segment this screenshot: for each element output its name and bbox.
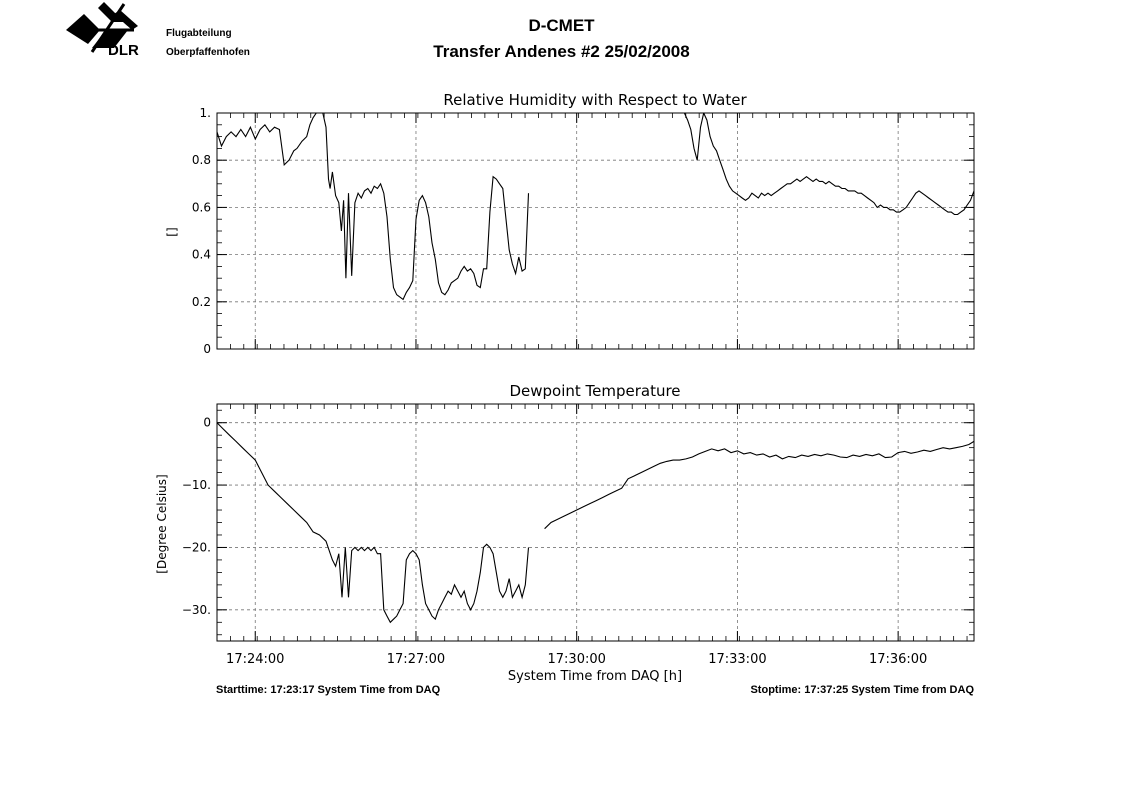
- y-tick-label: 1.: [200, 106, 211, 120]
- x-tick-label: 17:27:00: [387, 652, 445, 667]
- y-tick-label: −10.: [182, 478, 211, 492]
- dlr-logo: DLR Flugabteilung Oberpfaffenhofen: [62, 0, 292, 80]
- y-tick-label: −20.: [182, 540, 211, 554]
- page-title: D-CMET: [528, 16, 595, 35]
- series-line-1-1: [544, 440, 974, 530]
- series-line-0-0: [217, 113, 530, 301]
- x-tick-label: 17:36:00: [869, 652, 927, 667]
- stop-time-label: Stoptime: 17:37:25 System Time from DAQ: [750, 684, 974, 696]
- y-tick-label: 0.4: [192, 248, 211, 262]
- logo-text: DLR: [108, 42, 139, 59]
- chart-dewpoint: 0 −10. −20. −30. 17:24:00 17:27:00 17:30:00 17:…: [182, 403, 975, 667]
- page-subtitle: Transfer Andenes #2 25/02/2008: [433, 42, 690, 61]
- chart-title-dewpoint: Dewpoint Temperature: [509, 382, 680, 400]
- x-axis-label: System Time from DAQ [h]: [508, 669, 682, 684]
- y-tick-label: 0.2: [192, 295, 211, 309]
- plot-frame: [216, 112, 975, 350]
- x-tick-label: 17:33:00: [708, 652, 766, 667]
- chart-humidity: 0 0.2 0.4 0.6 0.8 1.: [192, 106, 975, 356]
- x-tick-label: 17:30:00: [548, 652, 606, 667]
- y-tick-label: 0: [203, 416, 211, 430]
- charts-canvas: Relative Humidity with Respect to Water …: [155, 91, 975, 684]
- y-tick-label: 0: [203, 342, 211, 356]
- y-axis-label-dewpoint: [Degree Celsius]: [155, 474, 169, 573]
- y-tick-label: 0.6: [192, 200, 211, 214]
- series-line-0-1: [683, 113, 974, 216]
- x-tick-label: 17:24:00: [226, 652, 284, 667]
- series-line-1-0: [217, 422, 530, 624]
- start-time-label: Starttime: 17:23:17 System Time from DAQ: [216, 684, 441, 696]
- plot-frame: [216, 403, 975, 642]
- chart-title-humidity: Relative Humidity with Respect to Water: [443, 91, 747, 109]
- y-tick-label: 0.8: [192, 153, 211, 167]
- department-line2: Oberpfaffenhofen: [166, 47, 250, 58]
- department-line1: Flugabteilung: [166, 28, 232, 39]
- y-tick-label: −30.: [182, 603, 211, 617]
- y-axis-label-humidity: []: [165, 227, 179, 236]
- dlr-logo-icon: [66, 2, 138, 53]
